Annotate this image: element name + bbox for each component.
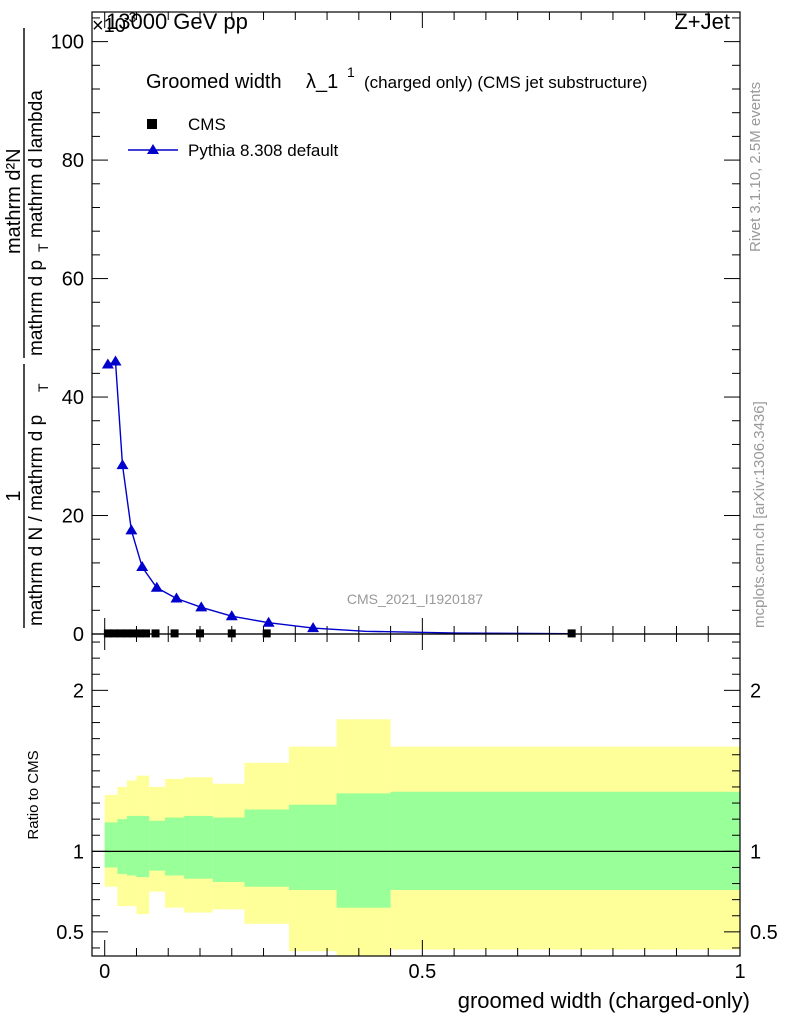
ratio-inner-band <box>288 804 337 890</box>
pythia-point <box>262 616 275 627</box>
ylabel-prefix-num: 1 <box>3 490 25 501</box>
ratio-inner-band <box>212 817 245 882</box>
exponent-power: -3 <box>124 9 137 25</box>
y-tick-label: 20 <box>62 506 84 528</box>
pythia-point <box>195 601 208 612</box>
x-tick-label: 0.5 <box>408 961 436 983</box>
ratio-inner-band <box>184 815 213 879</box>
y-tick-label: 100 <box>51 32 84 54</box>
main-axis-ticks: 0 20 40 60 80 100 <box>51 12 741 646</box>
x-axis-label: groomed width (charged-only) <box>458 988 750 1013</box>
pythia-point <box>136 561 149 572</box>
x-tick-label: 1 <box>734 961 745 983</box>
legend-cms-label: CMS <box>188 115 226 134</box>
ylabel-num: mathrm d²N <box>3 148 25 254</box>
ylabel-prefix-den: mathrm d N / mathrm d p <box>26 415 47 626</box>
pythia-point <box>170 592 183 603</box>
pythia-series-line <box>107 360 572 635</box>
ylabel-den-part2: mathrm d lambda <box>26 90 47 238</box>
title-symbol: λ_1 <box>306 71 338 93</box>
main-plot-frame <box>91 11 741 635</box>
pythia-point <box>307 622 320 633</box>
ratio-inner-band <box>336 793 391 908</box>
exponent-label: ×10 <box>92 15 126 37</box>
ylabel-den-part1: mathrm d p <box>26 260 47 356</box>
pythia-point <box>109 355 122 366</box>
main-ylabel: 1 mathrm d N / mathrm d p T mathrm d²N m… <box>3 28 51 628</box>
pythia-point <box>225 610 238 621</box>
title-main: Groomed width <box>146 71 282 93</box>
ratio-inner-band <box>165 817 185 876</box>
title-suffix: (charged only) (CMS jet substructure) <box>364 73 647 92</box>
legend: CMS Pythia 8.308 default <box>128 115 339 160</box>
ratio-y-tick-label: 1 <box>73 841 84 863</box>
process-label: Z+Jet <box>674 9 730 34</box>
ratio-inner-band <box>117 819 127 874</box>
ratio-bands-layer <box>92 719 740 956</box>
ratio-axis-ticks: 0.5 0.51 12 20 0.5 1 <box>56 634 778 983</box>
ratio-y-tick-label-right: 0.5 <box>750 922 778 944</box>
title-superscript: 1 <box>347 64 355 80</box>
y-tick-label: 0 <box>73 624 84 646</box>
ratio-inner-band <box>390 791 740 890</box>
ratio-inner-band <box>149 820 166 871</box>
legend-cms-marker <box>147 119 157 129</box>
pythia-point <box>101 358 114 369</box>
legend-pythia-marker <box>147 144 159 154</box>
legend-pythia-label: Pythia 8.308 default <box>188 141 339 160</box>
ratio-inner-band <box>136 815 150 878</box>
x-tick-label: 0 <box>99 961 110 983</box>
ratio-y-tick-label: 2 <box>73 680 84 702</box>
ratio-inner-band <box>104 822 118 868</box>
pythia-point <box>150 581 163 592</box>
ratio-inner-band <box>126 815 137 876</box>
rivet-version-label: Rivet 3.1.10, 2.5M events <box>747 82 764 252</box>
main-title: Groomed width λ_1 1 (charged only) (CMS … <box>146 64 647 93</box>
ratio-y-tick-label-right: 1 <box>750 841 761 863</box>
analysis-watermark: CMS_2021_I1920187 <box>347 591 483 607</box>
pythia-point <box>116 459 129 470</box>
ratio-y-tick-label: 0.5 <box>56 922 84 944</box>
main-series-layer <box>101 355 576 638</box>
ratio-ylabel: Ratio to CMS <box>25 750 42 839</box>
y-tick-label: 60 <box>62 269 84 291</box>
ratio-y-tick-label-right: 2 <box>750 680 761 702</box>
mcplots-label: mcplots.cern.ch [arXiv:1306.3436] <box>751 401 768 628</box>
ylabel-den-sub1: T <box>35 243 51 252</box>
ylabel-prefix-sub: T <box>35 383 51 392</box>
ratio-inner-band <box>244 809 289 887</box>
ratio-plot-frame <box>91 633 741 957</box>
y-tick-label: 40 <box>62 387 84 409</box>
y-tick-label: 80 <box>62 150 84 172</box>
energy-label: 13000 GeV pp <box>106 9 248 34</box>
pythia-point <box>125 524 138 535</box>
